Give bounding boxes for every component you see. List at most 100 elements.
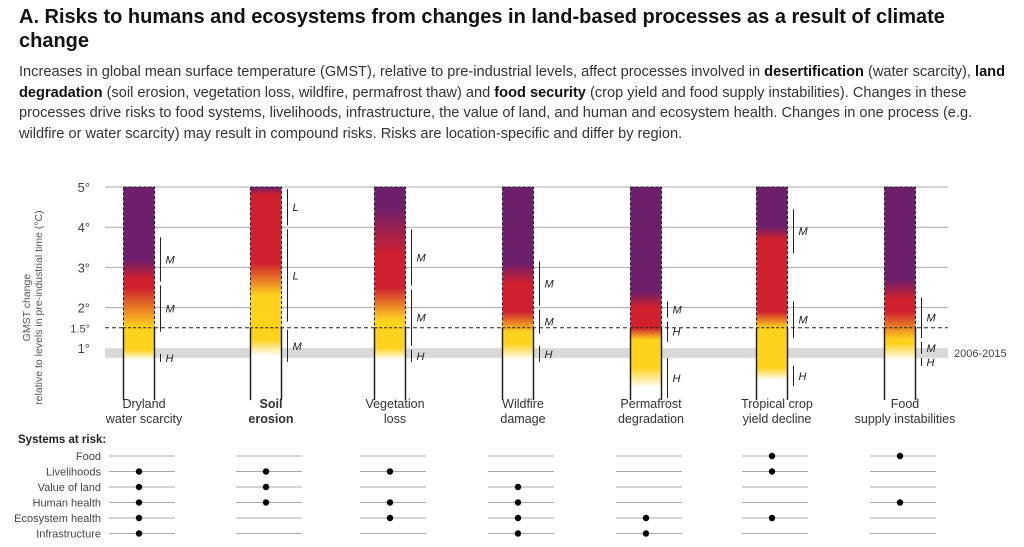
system-risk-dot <box>514 483 522 491</box>
confidence-label: M <box>799 315 809 327</box>
intro-text-run: Increases in global mean surface tempera… <box>19 64 765 80</box>
bar-dashed-outline <box>756 186 788 329</box>
confidence-label: M <box>417 252 427 264</box>
y-tick-label: 4° <box>78 220 90 235</box>
system-risk-dot <box>135 514 143 522</box>
risk-bar <box>123 187 155 401</box>
confidence-label: M <box>673 305 683 317</box>
system-risk-dot <box>642 530 650 537</box>
system-risk-dot <box>386 468 394 475</box>
risk-bar <box>884 187 916 401</box>
confidence-label: M <box>293 341 303 353</box>
system-risk-dot <box>135 468 143 475</box>
confidence-label: H <box>673 373 681 385</box>
systems-at-risk-panel: Systems at risk: Food Livelihoods Value of … <box>14 434 936 541</box>
confidence-label: H <box>166 353 174 365</box>
process-label: supply instabilities <box>855 412 956 426</box>
confidence-label: M <box>799 226 809 238</box>
bar-dashed-outline <box>250 186 282 329</box>
system-risk-dot <box>768 468 776 475</box>
y-tick-label: 2° <box>78 301 90 316</box>
process-label: loss <box>384 412 406 426</box>
process-label: damage <box>500 412 545 426</box>
process-label: Soil <box>260 397 283 411</box>
system-label: Value of land <box>38 482 101 494</box>
confidence-label: H <box>673 327 681 339</box>
process-label: Wildfire <box>502 397 544 411</box>
risk-bar <box>250 187 282 401</box>
process-label: water scarcity <box>105 412 183 426</box>
system-risk-dot <box>514 514 522 522</box>
confidence-label: L <box>293 270 299 282</box>
process-label: Tropical crop <box>741 397 813 411</box>
system-risk-dot <box>386 499 394 506</box>
process-label: Permafrost <box>620 397 682 411</box>
system-risk-dot <box>135 483 143 491</box>
confidence-label: L <box>293 202 299 214</box>
confidence-label: M <box>166 304 176 316</box>
bar-dashed-outline <box>884 186 916 329</box>
confidence-label: H <box>417 351 425 363</box>
figure-intro-text: Increases in global mean surface tempera… <box>19 62 1009 144</box>
system-risk-dot <box>514 530 522 537</box>
system-risk-dot <box>768 452 776 460</box>
process-label: degradation <box>618 412 684 426</box>
confidence-label: H <box>545 349 553 361</box>
system-risk-dot <box>896 499 904 506</box>
bar-dashed-outline <box>630 186 662 329</box>
intro-text-run: (crop yield and food supply instabilitie… <box>19 84 973 142</box>
bar-dashed-outline <box>374 186 406 329</box>
system-risk-dot <box>642 514 650 522</box>
intro-text-run: (water scarcity), <box>863 64 976 80</box>
system-label: Ecosystem health <box>14 513 101 525</box>
system-risk-dot <box>262 468 270 475</box>
risk-bar <box>502 187 534 401</box>
intro-keyword: desertification <box>764 64 864 80</box>
confidence-label: M <box>927 343 937 355</box>
system-risk-dot <box>514 499 522 506</box>
confidence-label: M <box>417 313 427 325</box>
process-label: Dryland <box>122 397 165 411</box>
system-risk-dot <box>262 499 270 506</box>
bar-dashed-outline <box>123 186 155 329</box>
confidence-label: M <box>166 254 176 266</box>
risk-bar <box>374 187 406 401</box>
y-tick-label: 3° <box>78 260 90 275</box>
system-label: Food <box>76 451 101 463</box>
bar-dashed-outline <box>502 186 534 329</box>
process-label: erosion <box>248 412 293 426</box>
y-tick-label: 1.5° <box>70 324 90 336</box>
system-risk-dot <box>262 483 270 491</box>
intro-keyword: land degradation <box>19 64 1006 101</box>
system-risk-dot <box>386 514 394 522</box>
intro-keyword: food security <box>494 84 586 101</box>
y-tick-label: 5° <box>78 180 90 195</box>
figure-title: A. Risks to humans and ecosystems from c… <box>19 6 945 52</box>
intro-text-run: (soil erosion, vegetation loss, wildfire… <box>102 84 495 101</box>
system-label: Livelihoods <box>46 467 102 479</box>
risk-bar <box>756 187 788 401</box>
system-label: Infrastructure <box>36 529 101 541</box>
confidence-label: M <box>927 313 937 325</box>
confidence-label: H <box>927 357 935 369</box>
system-label: Human health <box>33 498 102 510</box>
y-axis-title-line1: GMST change <box>21 274 33 342</box>
band-label: 2006-2015 <box>954 348 1007 360</box>
y-axis-title-line2: relative to levels in pre-industrial tim… <box>33 210 45 404</box>
risk-bar <box>630 187 662 401</box>
system-risk-dot <box>135 530 143 537</box>
y-axis-title: GMST change relative to levels in pre-ind… <box>21 210 45 404</box>
system-risk-dot <box>768 514 776 522</box>
process-label: Food <box>891 397 920 411</box>
process-label: Vegetation <box>365 397 424 411</box>
system-risk-dot <box>135 499 143 506</box>
systems-title: Systems at risk: <box>18 434 106 446</box>
confidence-label: H <box>799 371 807 383</box>
system-risk-dot <box>896 452 904 460</box>
confidence-label: M <box>545 278 555 290</box>
process-label: yield decline <box>743 412 812 426</box>
confidence-label: M <box>545 317 555 329</box>
